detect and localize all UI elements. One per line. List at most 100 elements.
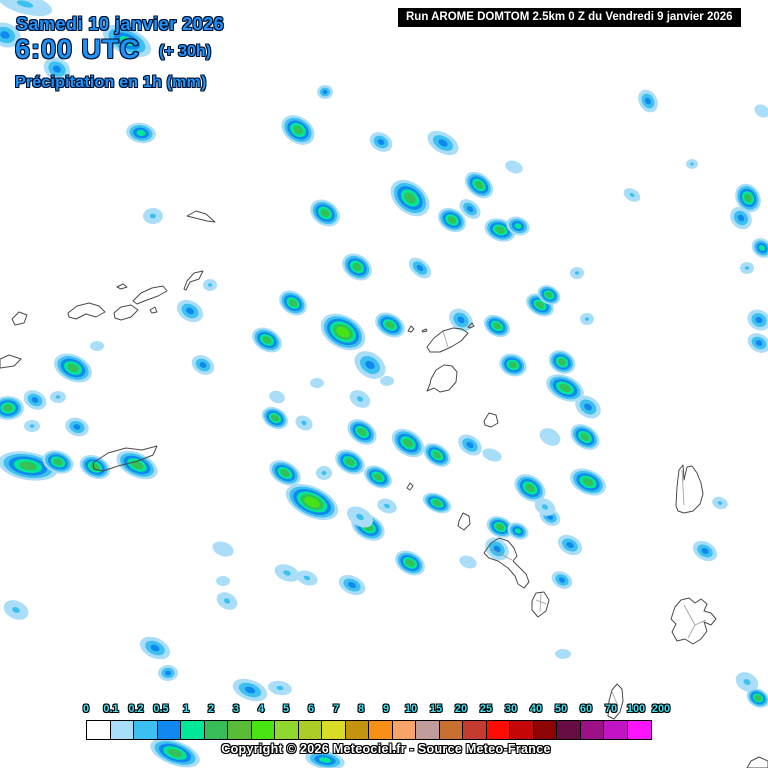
legend-label: 60 bbox=[579, 703, 593, 715]
precip-cell bbox=[349, 390, 371, 408]
island-inner-boundary bbox=[539, 592, 542, 613]
legend-swatch bbox=[462, 720, 487, 740]
legend-swatch bbox=[344, 720, 370, 740]
precip-cell bbox=[347, 506, 373, 528]
precip-cell bbox=[212, 541, 234, 557]
precip-cell bbox=[364, 465, 392, 489]
legend-swatch bbox=[133, 720, 158, 740]
island-montserrat bbox=[607, 683, 624, 720]
precip-cell bbox=[43, 57, 71, 81]
island-inner-boundary bbox=[490, 548, 513, 561]
precip-cell bbox=[395, 550, 425, 576]
legend-swatch bbox=[274, 720, 299, 740]
precip-cell bbox=[139, 636, 171, 660]
islet-tintamarre bbox=[421, 328, 428, 333]
precip-cell bbox=[281, 115, 315, 145]
precip-cell bbox=[268, 680, 292, 696]
precip-cell bbox=[570, 424, 600, 450]
legend-swatch bbox=[626, 720, 652, 740]
precip-cell bbox=[342, 253, 372, 281]
precip-cell bbox=[390, 179, 430, 217]
precip-cell bbox=[232, 678, 268, 702]
precip-cell bbox=[514, 474, 546, 502]
islet-small-central bbox=[406, 482, 414, 491]
precip-cell bbox=[692, 540, 718, 562]
precip-cell bbox=[730, 206, 752, 230]
precip-cell bbox=[42, 450, 74, 474]
island-st-croix bbox=[92, 445, 158, 472]
precip-cell bbox=[0, 0, 53, 17]
precip-cell bbox=[279, 290, 307, 316]
forecast-date-label: Samedi 10 janvier 2026 bbox=[16, 14, 225, 34]
precip-cell bbox=[499, 353, 527, 377]
precip-cell bbox=[65, 417, 89, 437]
precip-cell bbox=[505, 160, 523, 174]
precip-cell bbox=[126, 122, 156, 144]
precip-cell bbox=[116, 450, 158, 480]
island-corner-southeast bbox=[746, 756, 768, 768]
island-inner-boundary bbox=[535, 599, 547, 605]
island-inner-boundary bbox=[687, 624, 696, 639]
island-st-kitts bbox=[483, 537, 530, 589]
precip-cell bbox=[555, 649, 571, 659]
legend-label: 4 bbox=[257, 703, 265, 715]
precip-cell bbox=[551, 571, 573, 589]
precip-cell bbox=[623, 188, 641, 202]
precip-cell bbox=[23, 390, 47, 410]
model-run-banner: Run AROME DOMTOM 2.5km 0 Z du Vendredi 9… bbox=[398, 8, 741, 27]
legend-swatch bbox=[321, 720, 346, 740]
precip-cell bbox=[369, 132, 393, 152]
island-inner-boundary bbox=[442, 330, 449, 348]
precip-cell bbox=[546, 374, 584, 402]
legend-scale-labels: 0 0.1 0.2 0.5 1 2 3 4 5 6 7 8 9 10 15 20 25 30 40 50 60 70 100… bbox=[0, 703, 768, 719]
legend-swatch bbox=[368, 720, 393, 740]
precip-cell bbox=[735, 672, 759, 692]
precip-cell bbox=[377, 498, 397, 514]
legend-label: 100 bbox=[626, 703, 646, 715]
island-inner-boundary bbox=[683, 604, 696, 626]
island-st-barthelemy bbox=[426, 364, 458, 393]
legend-swatch bbox=[156, 720, 182, 740]
precip-cell bbox=[354, 351, 386, 379]
precip-cell bbox=[269, 390, 285, 404]
precip-cell bbox=[537, 285, 561, 305]
island-st-thomas bbox=[67, 302, 106, 320]
precip-cell bbox=[507, 522, 529, 540]
precip-cell bbox=[458, 434, 482, 456]
precip-cell bbox=[486, 516, 514, 538]
precip-cell bbox=[575, 395, 601, 419]
precip-cell bbox=[338, 574, 366, 596]
legend-label: 0.5 bbox=[153, 703, 169, 715]
islet-east-st-martin bbox=[467, 322, 475, 329]
precip-cell bbox=[0, 451, 58, 481]
legend-label: 20 bbox=[454, 703, 468, 715]
legend-label: 200 bbox=[651, 703, 671, 715]
forecast-offset-label: (+ 30h) bbox=[159, 43, 212, 60]
precip-cell bbox=[735, 183, 761, 213]
legend-swatch bbox=[109, 720, 135, 740]
legend-label: 2 bbox=[207, 703, 215, 715]
precip-cell bbox=[548, 350, 576, 374]
precip-cell bbox=[747, 309, 768, 331]
precip-cell bbox=[310, 378, 324, 388]
precip-cell bbox=[0, 22, 21, 48]
legend-swatch bbox=[485, 720, 511, 740]
precip-cell bbox=[191, 355, 215, 375]
island-st-john bbox=[113, 304, 139, 321]
precip-cell bbox=[483, 314, 511, 338]
legend-swatch bbox=[227, 720, 252, 740]
precip-cell bbox=[427, 130, 459, 156]
legend-swatch bbox=[250, 720, 276, 740]
precip-cell bbox=[506, 216, 530, 236]
precip-cell bbox=[274, 564, 300, 582]
legend-swatch bbox=[415, 720, 440, 740]
island-tortola bbox=[132, 285, 168, 305]
island-barbuda bbox=[675, 464, 704, 514]
islet-west-tortola bbox=[116, 283, 128, 290]
island-vieques bbox=[0, 354, 22, 369]
precip-cell bbox=[150, 738, 200, 768]
precip-cell bbox=[449, 308, 473, 332]
legend-label: 6 bbox=[307, 703, 315, 715]
precip-cell bbox=[102, 24, 152, 58]
